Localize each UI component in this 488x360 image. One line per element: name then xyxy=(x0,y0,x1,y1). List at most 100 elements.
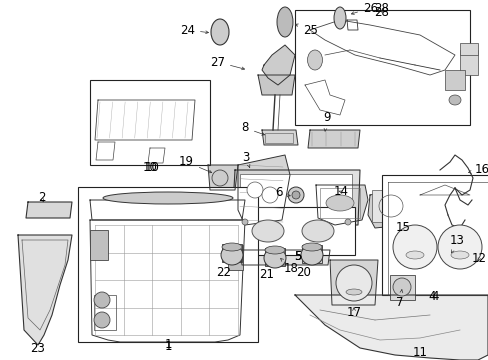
Circle shape xyxy=(287,187,304,203)
Polygon shape xyxy=(329,260,377,305)
Text: 21: 21 xyxy=(259,269,274,282)
Ellipse shape xyxy=(302,243,321,251)
Bar xyxy=(381,175,488,295)
Circle shape xyxy=(262,187,278,203)
Polygon shape xyxy=(240,250,329,265)
Circle shape xyxy=(94,312,110,328)
Circle shape xyxy=(291,191,299,199)
Bar xyxy=(264,133,292,143)
Bar xyxy=(90,230,108,260)
Ellipse shape xyxy=(264,248,285,268)
Polygon shape xyxy=(315,185,367,225)
Text: 19: 19 xyxy=(179,156,211,173)
Text: 10: 10 xyxy=(144,162,159,175)
Bar xyxy=(78,187,258,342)
Text: 7: 7 xyxy=(395,290,403,309)
Ellipse shape xyxy=(264,246,285,254)
Text: 27: 27 xyxy=(209,55,244,70)
Text: 22: 22 xyxy=(216,265,231,279)
Bar xyxy=(222,244,242,262)
Text: 23: 23 xyxy=(30,342,45,355)
Ellipse shape xyxy=(210,19,228,45)
Ellipse shape xyxy=(103,192,232,204)
Bar xyxy=(371,190,409,222)
Bar xyxy=(444,70,464,90)
Text: 3: 3 xyxy=(242,152,249,167)
Polygon shape xyxy=(207,165,238,190)
Circle shape xyxy=(392,278,410,296)
Text: 14: 14 xyxy=(333,185,348,198)
Text: 2: 2 xyxy=(38,192,45,204)
Bar xyxy=(389,275,414,300)
Circle shape xyxy=(437,225,481,269)
Ellipse shape xyxy=(450,251,468,259)
Ellipse shape xyxy=(333,7,346,29)
Text: 28: 28 xyxy=(374,1,388,14)
Text: 8: 8 xyxy=(241,121,264,135)
Bar xyxy=(94,295,116,330)
Text: 20: 20 xyxy=(296,265,311,279)
Text: 26: 26 xyxy=(351,1,377,14)
Ellipse shape xyxy=(325,195,353,211)
Ellipse shape xyxy=(221,245,243,265)
Text: 28: 28 xyxy=(374,5,388,18)
Polygon shape xyxy=(18,235,72,345)
Bar xyxy=(319,188,359,218)
Circle shape xyxy=(392,225,436,269)
Ellipse shape xyxy=(302,220,333,242)
Polygon shape xyxy=(96,142,115,160)
Circle shape xyxy=(345,219,350,225)
Text: 11: 11 xyxy=(412,346,427,359)
Circle shape xyxy=(242,219,247,225)
Polygon shape xyxy=(387,182,488,295)
Ellipse shape xyxy=(251,220,284,242)
Bar xyxy=(90,80,209,165)
Circle shape xyxy=(212,170,227,186)
Text: 13: 13 xyxy=(449,234,464,253)
Circle shape xyxy=(94,292,110,308)
Text: 15: 15 xyxy=(395,221,409,234)
Bar xyxy=(240,207,354,255)
Ellipse shape xyxy=(346,289,361,295)
Polygon shape xyxy=(90,200,244,220)
Text: 4: 4 xyxy=(430,291,438,303)
Bar xyxy=(240,174,351,220)
Ellipse shape xyxy=(276,7,292,37)
Polygon shape xyxy=(367,185,417,228)
Polygon shape xyxy=(346,20,357,30)
Polygon shape xyxy=(294,295,487,360)
Text: 1: 1 xyxy=(164,338,171,351)
Polygon shape xyxy=(412,230,464,295)
Bar xyxy=(302,245,321,263)
Text: 9: 9 xyxy=(323,112,330,131)
Text: 18: 18 xyxy=(280,258,298,274)
Text: 5: 5 xyxy=(294,251,301,264)
Circle shape xyxy=(246,182,263,198)
Text: 1: 1 xyxy=(164,341,171,354)
Text: 6: 6 xyxy=(275,186,290,199)
Ellipse shape xyxy=(405,251,423,259)
Text: 24: 24 xyxy=(180,23,208,36)
Ellipse shape xyxy=(301,245,323,265)
Polygon shape xyxy=(26,202,72,218)
Ellipse shape xyxy=(307,50,322,70)
Text: 12: 12 xyxy=(471,252,486,265)
Bar xyxy=(459,50,477,75)
Polygon shape xyxy=(262,45,294,85)
Text: 5: 5 xyxy=(294,251,301,264)
Bar xyxy=(227,245,243,270)
Circle shape xyxy=(335,265,371,301)
Polygon shape xyxy=(258,75,294,95)
Text: 16: 16 xyxy=(468,163,488,176)
Ellipse shape xyxy=(448,95,460,105)
Polygon shape xyxy=(90,220,244,342)
Polygon shape xyxy=(262,130,297,145)
Polygon shape xyxy=(305,80,345,115)
Text: 25: 25 xyxy=(295,23,317,36)
Bar xyxy=(459,43,477,55)
Polygon shape xyxy=(307,130,359,148)
Polygon shape xyxy=(95,100,195,140)
Bar xyxy=(264,248,285,266)
Text: 17: 17 xyxy=(346,306,361,319)
Polygon shape xyxy=(231,170,359,225)
